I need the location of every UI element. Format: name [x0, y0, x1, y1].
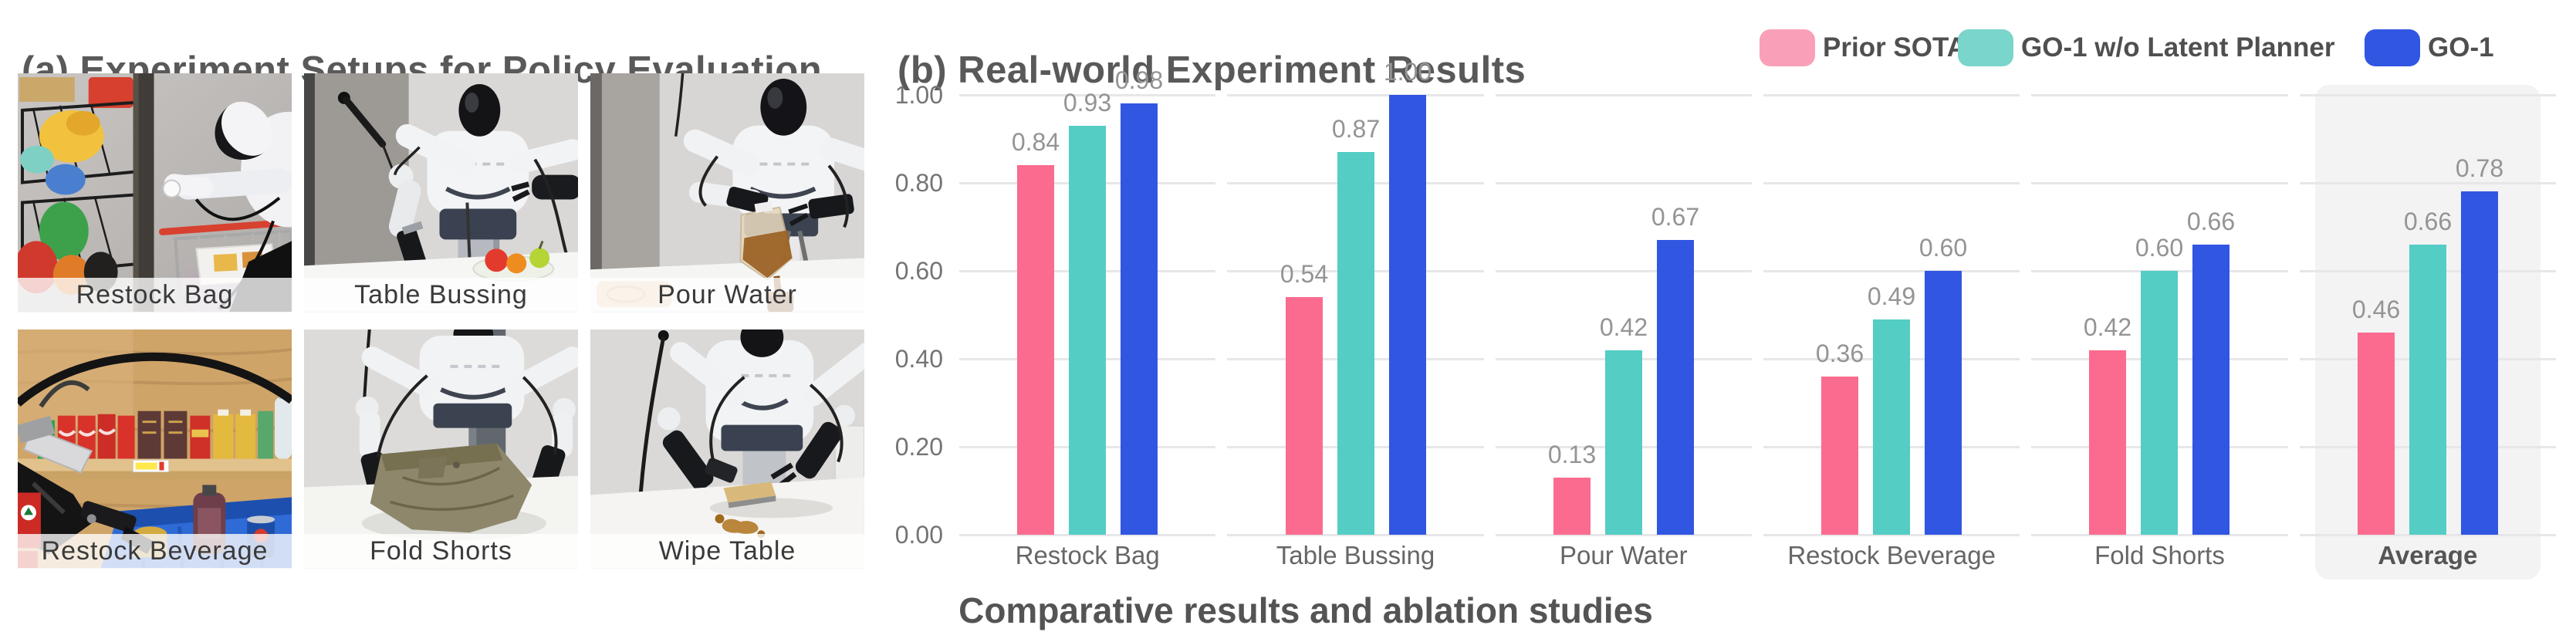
gridline [1227, 94, 1484, 96]
bar-go-1-w-o-latent-planner [1873, 319, 1910, 535]
photo-label-table-bussing: Table Bussing [304, 278, 578, 313]
photo-tile-restock-beverage: Restock Beverage [18, 329, 292, 569]
bar-go-1-w-o-latent-planner [2141, 271, 2178, 535]
legend-swatch-go1 [2365, 29, 2420, 66]
right-panel-title: (b) Real-world Experiment Results [898, 49, 1526, 91]
x-axis-category-label: Pour Water [1559, 541, 1688, 569]
gridline [1227, 534, 1484, 536]
bar-prior-sota [1553, 478, 1591, 535]
bar-prior-sota [1286, 297, 1323, 535]
bar-value-label: 0.93 [1063, 89, 1112, 117]
x-axis-category-label: Restock Beverage [1787, 541, 1996, 569]
x-axis-category-label: Average [2378, 541, 2478, 569]
bar-go-1 [1657, 240, 1694, 535]
restock-beverage-illustration [18, 329, 292, 569]
bar-go-1 [1925, 271, 1962, 535]
legend-label-prior-sota: Prior SOTA [1823, 32, 1967, 63]
photo-tile-wipe-table: Wipe Table [590, 329, 864, 569]
gridline [2031, 534, 2288, 536]
bar-value-label: 0.42 [2083, 313, 2132, 341]
legend-item-prior-sota: Prior SOTA [1760, 29, 1966, 66]
bar-prior-sota [2358, 333, 2395, 535]
gridline [2031, 94, 2288, 96]
bar-value-label: 0.84 [1011, 128, 1060, 156]
photo-label-restock-beverage: Restock Beverage [18, 534, 292, 569]
bar-value-label: 0.98 [1114, 66, 1164, 94]
bar-prior-sota [1821, 377, 1858, 535]
x-axis-category-label: Table Bussing [1276, 541, 1435, 569]
y-axis-tick-label: 0.80 [894, 169, 943, 197]
y-axis-tick-label: 0.20 [894, 433, 943, 461]
y-axis-tick-label: 0.00 [894, 521, 943, 549]
gridline [2299, 94, 2556, 96]
x-axis-category-label: Fold Shorts [2094, 541, 2225, 569]
legend-item-go1-wo-latent-planner: GO-1 w/o Latent Planner [1958, 29, 2334, 66]
gridline [1763, 182, 2020, 184]
photo-tile-pour-water: Pour Water [590, 73, 864, 313]
bar-value-label: 0.66 [2186, 208, 2236, 235]
gridline [959, 534, 1216, 536]
table-bussing-illustration [304, 73, 578, 313]
gridline [1495, 182, 1752, 184]
bar-value-label: 0.60 [1918, 234, 1968, 262]
bar-value-label: 0.54 [1280, 260, 1329, 288]
bar-value-label: 0.78 [2455, 154, 2504, 182]
legend-label-go1-wo-latent-planner: GO-1 w/o Latent Planner [2021, 32, 2335, 63]
gridline [959, 94, 1216, 96]
legend-swatch-prior-sota [1760, 29, 1815, 66]
bar-go-1 [2192, 245, 2229, 535]
bar-value-label: 0.67 [1651, 203, 1700, 231]
bar-go-1-w-o-latent-planner [1069, 126, 1106, 535]
gridline [1495, 270, 1752, 272]
y-axis-tick-label: 0.60 [894, 257, 943, 285]
gridline [1763, 534, 2020, 536]
y-axis-tick-label: 0.40 [894, 345, 943, 373]
photo-tile-table-bussing: Table Bussing [304, 73, 578, 313]
photo-label-pour-water: Pour Water [590, 278, 864, 313]
bar-value-label: 0.66 [2403, 208, 2453, 235]
photo-label-wipe-table: Wipe Table [590, 534, 864, 569]
bar-go-1 [1121, 103, 1158, 535]
bar-go-1 [2461, 191, 2498, 535]
y-axis-tick-label: 1.00 [894, 81, 943, 109]
wipe-table-illustration [590, 329, 864, 569]
legend-label-go1: GO-1 [2428, 32, 2494, 63]
legend-item-go1: GO-1 [2365, 29, 2494, 66]
x-axis-category-label: Restock Bag [1015, 541, 1160, 569]
bar-value-label: 0.87 [1331, 115, 1381, 143]
bar-value-label: 0.46 [2351, 296, 2401, 323]
bar-go-1-w-o-latent-planner [1605, 350, 1642, 535]
bar-value-label: 0.13 [1547, 441, 1597, 468]
photo-label-fold-shorts: Fold Shorts [304, 534, 578, 569]
gridline [1763, 94, 2020, 96]
gridline [2031, 182, 2288, 184]
bar-value-label: 0.36 [1815, 340, 1864, 367]
bar-value-label: 1.00 [1383, 58, 1432, 86]
bar-value-label: 0.42 [1599, 313, 1648, 341]
gridline [1763, 270, 2020, 272]
gridline [2299, 534, 2556, 536]
bar-go-1-w-o-latent-planner [2409, 245, 2446, 535]
bar-prior-sota [1017, 165, 1054, 535]
bar-value-label: 0.60 [2135, 234, 2184, 262]
gridline [1495, 534, 1752, 536]
gridline [2299, 182, 2556, 184]
bar-value-label: 0.49 [1867, 282, 1916, 310]
bar-go-1-w-o-latent-planner [1337, 152, 1374, 535]
bar-prior-sota [2089, 350, 2126, 535]
photo-label-restock-bag: Restock Bag [18, 278, 292, 313]
gridline [1495, 94, 1752, 96]
legend-swatch-go1-wo-latent-planner [1958, 29, 2013, 66]
chart-caption: Comparative results and ablation studies [958, 590, 1653, 630]
photo-tile-restock-bag: Restock Bag [18, 73, 292, 313]
bar-go-1 [1389, 95, 1426, 535]
photo-tile-fold-shorts: Fold Shorts [304, 329, 578, 569]
